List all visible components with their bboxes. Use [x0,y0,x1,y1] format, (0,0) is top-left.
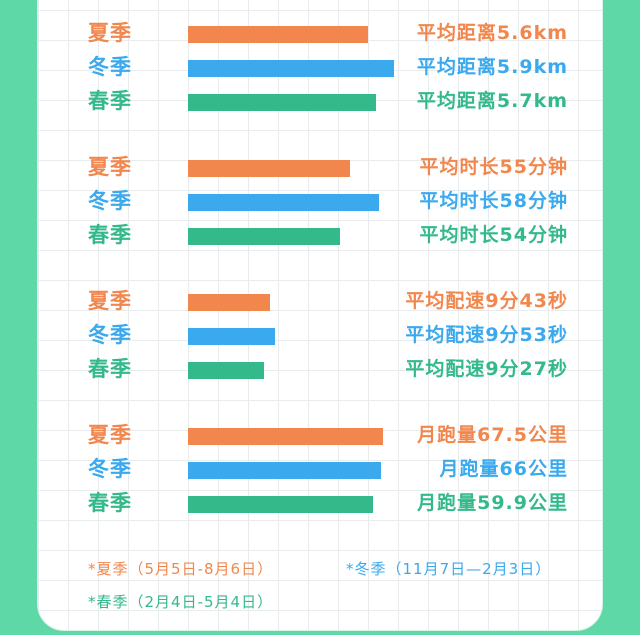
bar-distance-summer [188,26,368,43]
bar-monthly-spring [188,496,374,513]
value-label-distance-summer: 平均距离5.6km [416,22,568,44]
bar-duration-summer [188,160,350,177]
value-label-monthly-winter: 月跑量66公里 [439,458,568,480]
value-label-duration-spring: 平均时长54分钟 [419,224,568,246]
bar-distance-winter [188,60,394,77]
value-label-pace-winter: 平均配速9分53秒 [405,324,568,346]
bar-distance-spring [188,94,377,111]
category-label-monthly-spring: 春季 [88,491,132,515]
category-label-duration-summer: 夏季 [88,155,132,179]
category-label-duration-winter: 冬季 [88,189,132,213]
bar-duration-winter [188,194,379,211]
bar-pace-summer [188,294,271,311]
note-spring: *春季（2月4日-5月4日） [88,593,274,611]
bar-duration-spring [188,228,341,245]
category-label-pace-winter: 冬季 [88,323,132,347]
bar-pace-winter [188,328,275,345]
value-label-pace-spring: 平均配速9分27秒 [405,358,568,380]
value-label-distance-spring: 平均距离5.7km [416,90,568,112]
value-label-monthly-spring: 月跑量59.9公里 [417,492,568,514]
category-label-pace-spring: 春季 [88,357,132,381]
value-label-monthly-summer: 月跑量67.5公里 [417,424,568,446]
category-label-distance-spring: 春季 [88,89,132,113]
category-label-pace-summer: 夏季 [88,289,132,313]
category-label-distance-winter: 冬季 [88,55,132,79]
bar-monthly-summer [188,428,383,445]
note-winter: *冬季（11月7日—2月3日） [346,560,552,578]
bar-pace-spring [188,362,264,379]
category-label-monthly-winter: 冬季 [88,457,132,481]
value-label-duration-winter: 平均时长58分钟 [419,190,568,212]
bar-monthly-winter [188,462,381,479]
value-label-pace-summer: 平均配速9分43秒 [405,290,568,312]
value-label-duration-summer: 平均时长55分钟 [419,156,568,178]
note-summer: *夏季（5月5日-8月6日） [88,560,274,578]
category-label-distance-summer: 夏季 [88,21,132,45]
value-label-distance-winter: 平均距离5.9km [416,56,568,78]
category-label-monthly-summer: 夏季 [88,423,132,447]
category-label-duration-spring: 春季 [88,223,132,247]
